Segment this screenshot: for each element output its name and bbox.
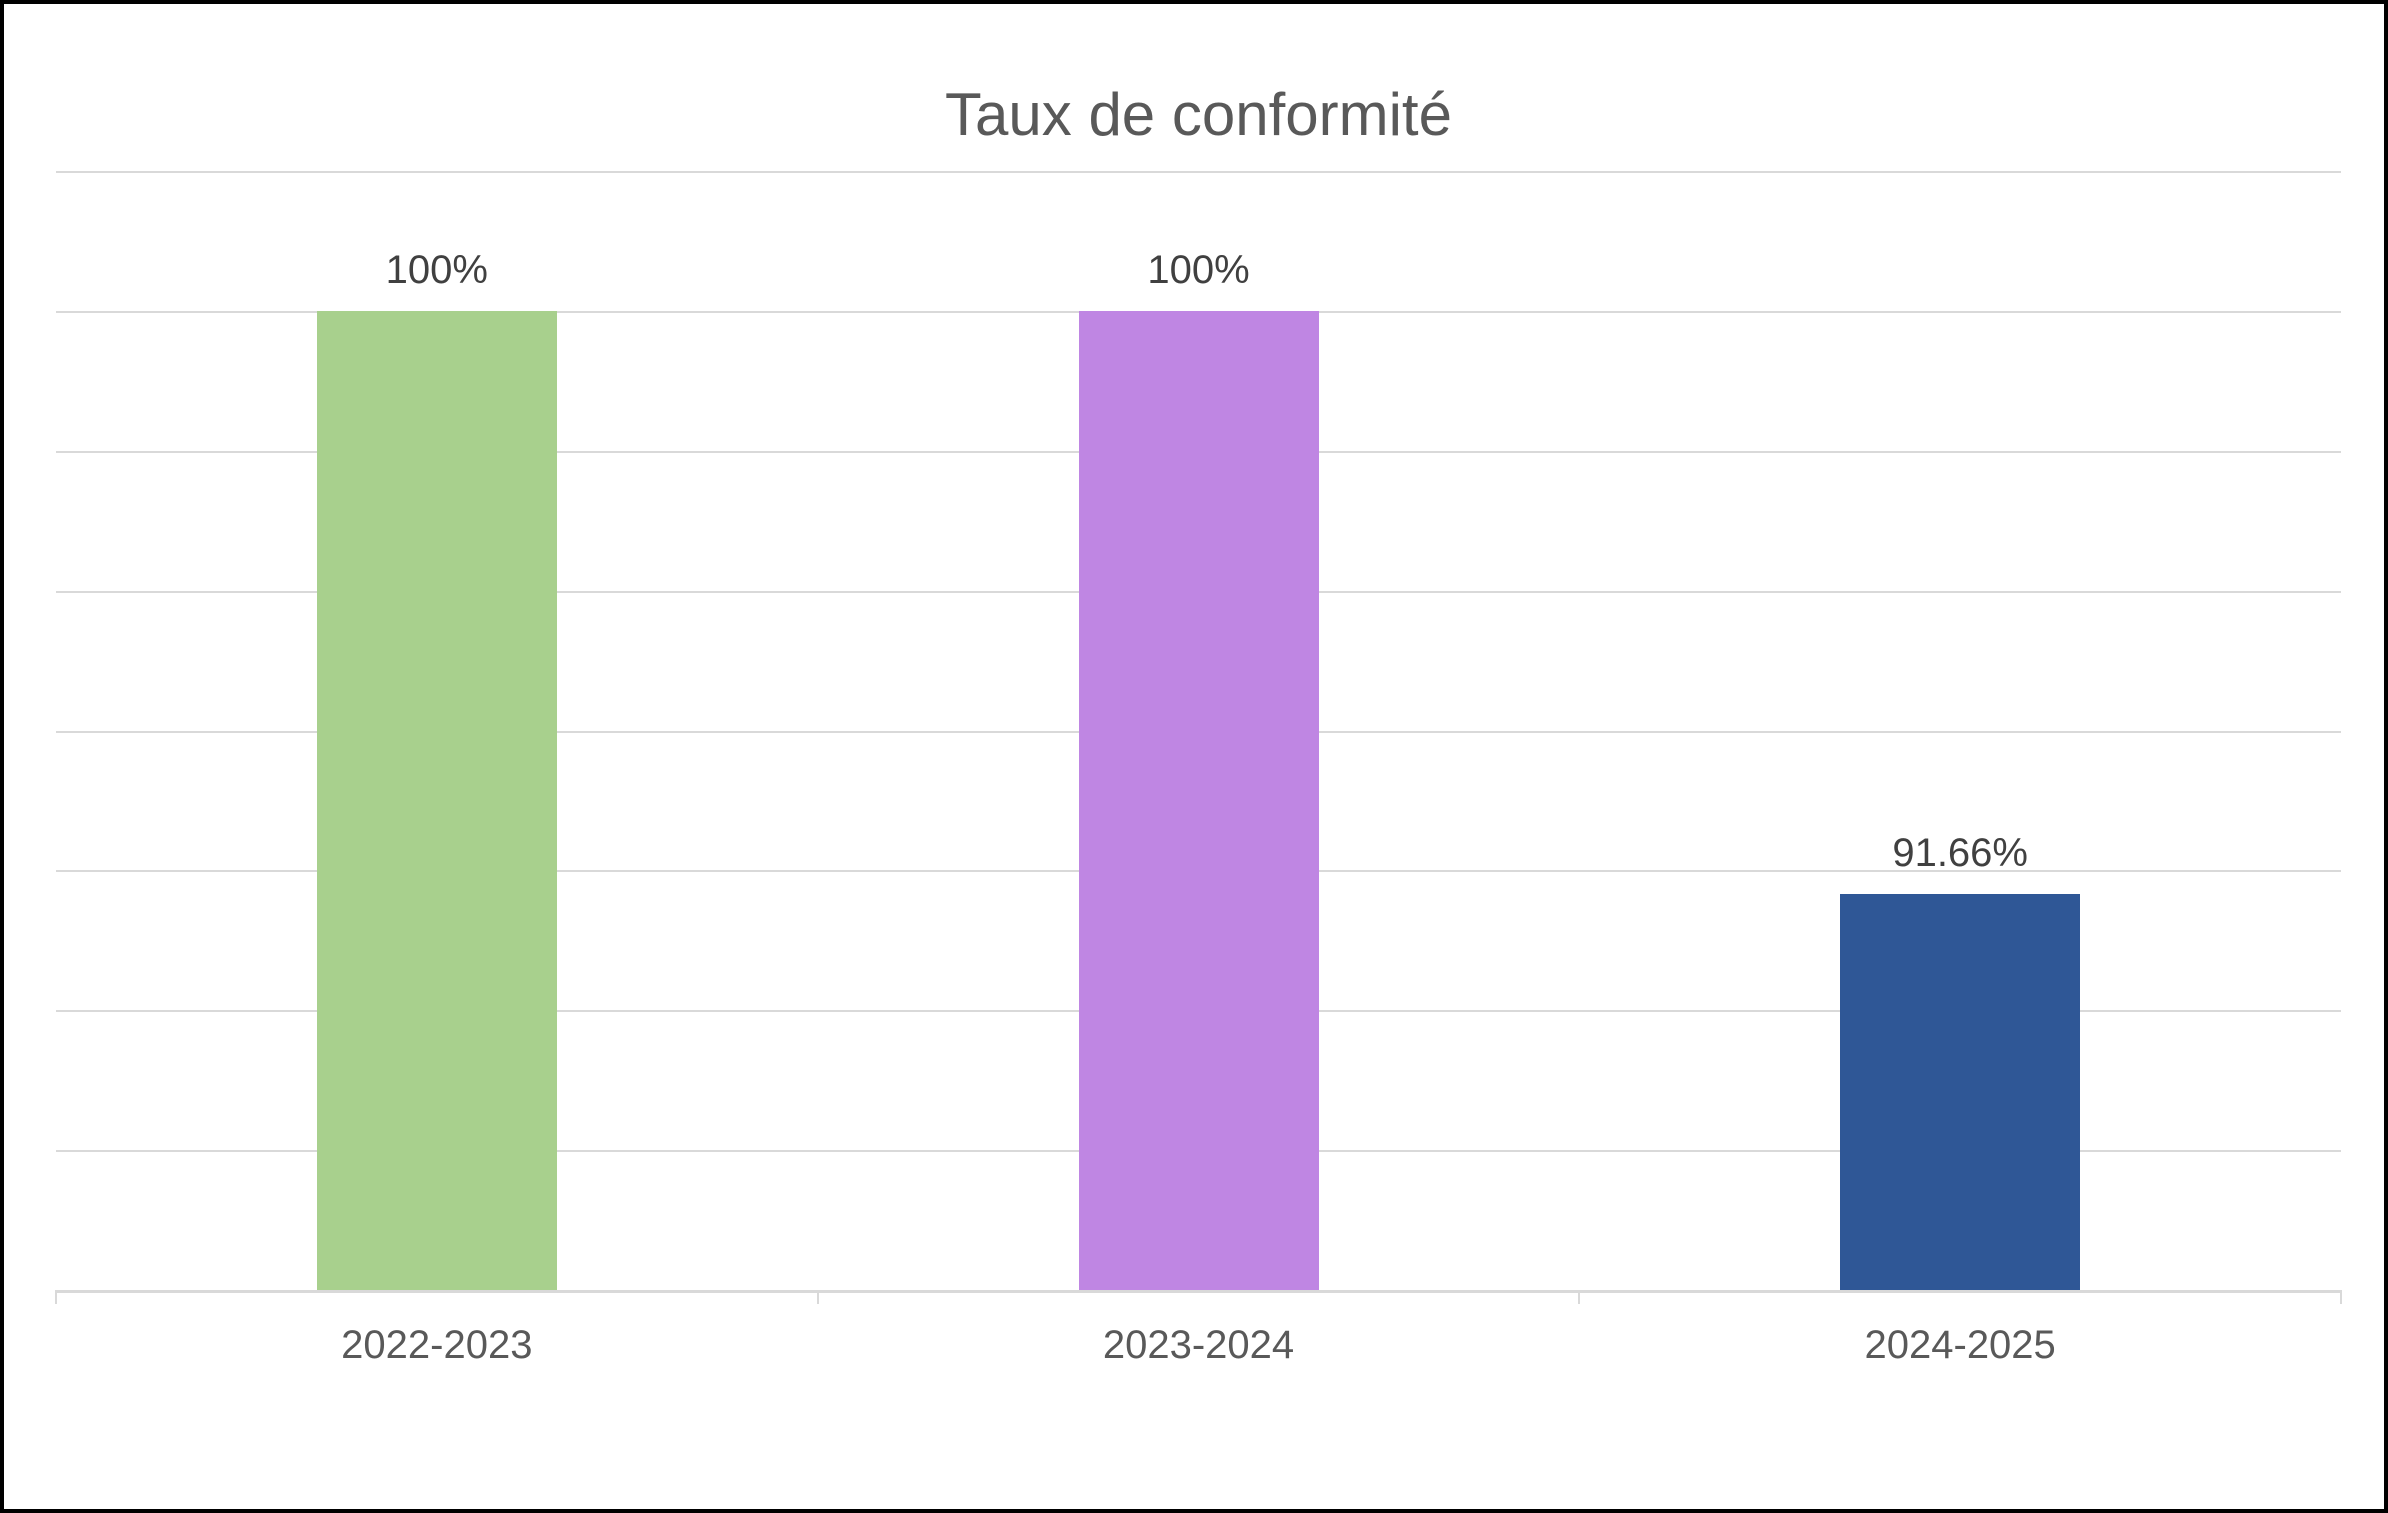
axis-tick xyxy=(2340,1290,2342,1304)
chart-title: Taux de conformité xyxy=(945,81,1452,148)
axis-tick xyxy=(1578,1290,1581,1304)
axis-tick xyxy=(816,1290,819,1304)
data-label: 91.66% xyxy=(1892,831,2028,876)
bar-2024-2025 xyxy=(1840,894,2081,1290)
plot-area: 100% 100% 91.66% xyxy=(55,171,2342,1304)
x-axis-label: 2022-2023 xyxy=(341,1323,533,1367)
data-label: 100% xyxy=(1147,247,1250,292)
x-axis-label: 2024-2025 xyxy=(1864,1323,2056,1367)
gridline xyxy=(56,171,2341,173)
axis-tick xyxy=(55,1290,57,1304)
x-axis-label: 2023-2024 xyxy=(1102,1323,1295,1367)
data-label: 100% xyxy=(385,247,488,292)
bar-2023-2024 xyxy=(1078,310,1319,1290)
bar-2022-2023 xyxy=(316,310,557,1290)
